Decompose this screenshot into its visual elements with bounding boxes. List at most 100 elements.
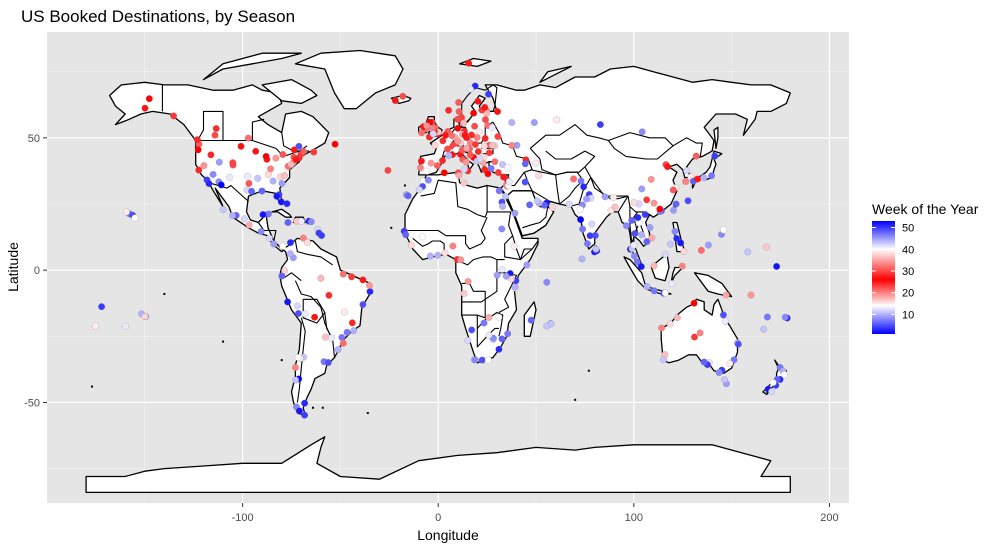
data-point [207,151,215,159]
chart-title: US Booked Destinations, by Season [21,7,295,26]
data-point [720,376,728,384]
border-west-africa [412,237,445,252]
data-point [501,192,509,200]
data-point [553,116,561,124]
x-axis: -100 0 100 200 [232,503,839,524]
data-point [580,183,588,191]
data-point [465,59,473,67]
data-point [495,187,503,195]
data-point [471,140,479,148]
data-point [348,319,356,327]
data-point [244,134,252,142]
data-point [439,137,447,145]
data-point [578,255,586,263]
island [90,385,93,388]
legend-title: Week of the Year [872,201,979,217]
data-point [311,313,319,321]
data-point [715,369,723,377]
data-point [633,258,641,266]
data-point [98,303,106,311]
data-point [543,322,551,330]
data-point [205,180,213,188]
border-central-asia [529,148,596,176]
data-point [480,142,488,150]
data-point [471,122,479,130]
data-point [480,319,488,327]
data-point [254,174,262,182]
data-point [468,326,476,334]
data-point [769,379,777,387]
island [390,226,393,229]
data-point [259,211,267,219]
data-point [273,192,281,200]
data-point [484,170,492,178]
data-point [493,271,501,279]
data-point [498,225,506,233]
data-point [307,218,315,226]
data-point [684,197,692,205]
border-india [569,176,629,213]
data-point [341,308,349,316]
data-point [700,358,708,366]
data-point [350,327,358,335]
data-point [508,141,516,149]
data-point [278,179,286,187]
data-point [145,95,153,103]
data-point [671,227,679,235]
legend-ticks: 10 20 30 40 50 [872,223,914,321]
data-point [485,90,493,98]
data-point [648,234,656,242]
border-mongolia [607,132,674,160]
data-point [661,289,669,297]
data-points [91,59,791,419]
data-point [338,333,346,341]
data-point [269,177,277,185]
data-point [248,187,256,195]
data-point [442,131,450,139]
data-point [281,171,289,179]
data-point [643,196,651,204]
data-point [141,104,149,112]
legend-tick-label: 20 [902,288,914,300]
data-point [704,241,712,249]
data-point [523,261,531,269]
data-point [279,150,287,158]
x-tick-label: 100 [625,512,643,524]
data-point [670,206,678,214]
data-point [637,263,645,271]
data-point [303,238,311,246]
data-point [286,250,294,258]
data-point [440,169,448,177]
data-point [666,320,674,328]
data-point [487,164,495,172]
data-point [484,356,492,364]
data-point [650,262,658,270]
data-point [474,97,482,105]
border-egypt-sudan [487,211,533,261]
border-russia-kaz [529,124,609,149]
data-point [399,92,407,100]
border-north-africa [420,179,488,218]
island [222,340,225,343]
data-point [549,204,557,212]
data-point [287,161,295,169]
data-point [526,201,534,209]
data-point [240,215,248,223]
data-point [464,278,472,286]
data-point [762,243,770,251]
data-point [588,220,596,228]
data-point [647,175,655,183]
data-point [708,172,716,180]
island [280,359,283,362]
data-point [229,159,237,167]
data-point [170,112,178,120]
data-point [476,155,484,163]
data-point [415,186,423,194]
data-point [267,165,275,173]
data-point [294,310,302,318]
data-point [423,122,431,130]
data-point [780,371,788,379]
data-point [461,131,469,139]
data-point [530,118,538,126]
